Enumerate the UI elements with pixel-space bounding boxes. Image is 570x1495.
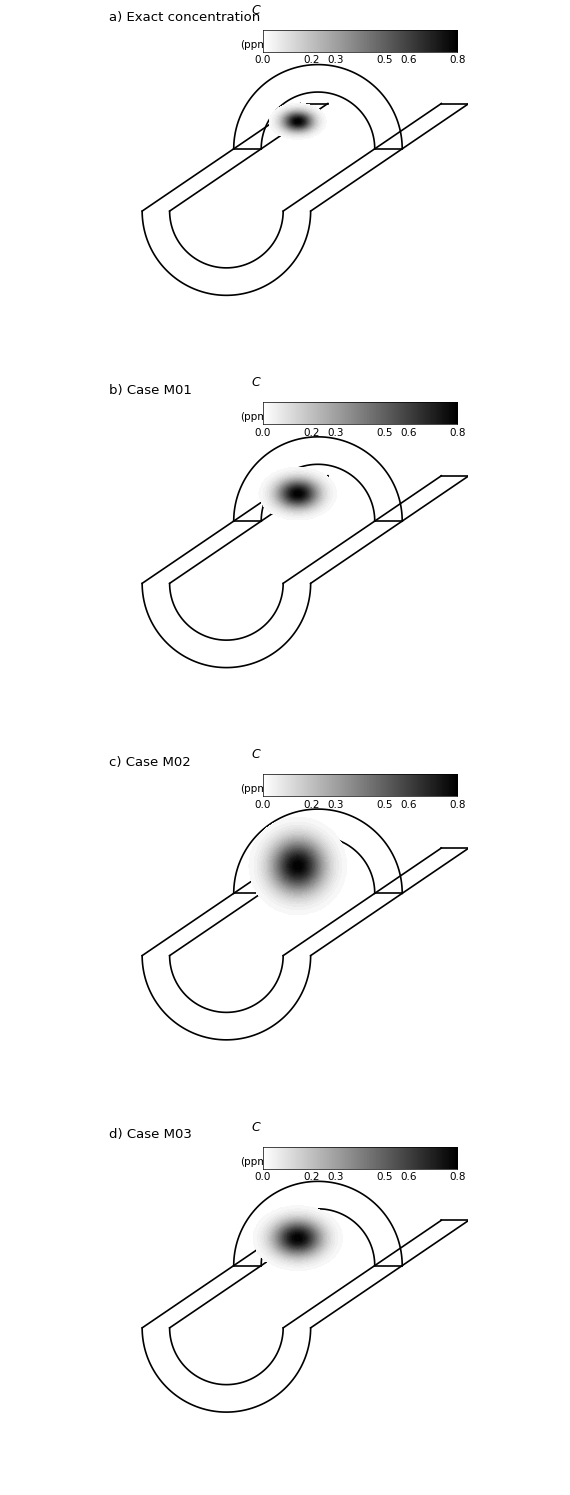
Text: a) Exact concentration: a) Exact concentration: [109, 12, 260, 24]
Text: 0.6: 0.6: [400, 55, 417, 66]
Text: 0.6: 0.6: [400, 1172, 417, 1183]
Text: 0.3: 0.3: [328, 1172, 344, 1183]
Text: 0.2: 0.2: [303, 428, 320, 438]
Text: C: C: [251, 4, 260, 16]
Text: 0.8: 0.8: [449, 428, 465, 438]
Text: 0.0: 0.0: [255, 55, 271, 66]
Text: 0.2: 0.2: [303, 1172, 320, 1183]
Text: 0.6: 0.6: [400, 428, 417, 438]
Text: c) Case M02: c) Case M02: [109, 756, 191, 768]
Text: 0.5: 0.5: [376, 55, 393, 66]
Text: 0.8: 0.8: [449, 55, 465, 66]
Text: 0.6: 0.6: [400, 800, 417, 810]
Text: 0.0: 0.0: [255, 428, 271, 438]
Text: 0.3: 0.3: [328, 55, 344, 66]
Text: C: C: [251, 1121, 260, 1133]
Text: 0.3: 0.3: [328, 800, 344, 810]
Text: (ppm): (ppm): [240, 40, 271, 49]
Text: d) Case M03: d) Case M03: [109, 1129, 192, 1141]
Text: 0.2: 0.2: [303, 800, 320, 810]
Text: 0.5: 0.5: [376, 428, 393, 438]
Text: 0.5: 0.5: [376, 1172, 393, 1183]
Text: 0.0: 0.0: [255, 800, 271, 810]
Text: C: C: [251, 749, 260, 761]
Text: 0.0: 0.0: [255, 1172, 271, 1183]
Text: 0.8: 0.8: [449, 800, 465, 810]
Text: 0.2: 0.2: [303, 55, 320, 66]
Text: 0.3: 0.3: [328, 428, 344, 438]
Text: C: C: [251, 377, 260, 389]
Text: (ppm): (ppm): [240, 785, 271, 794]
Text: (ppm): (ppm): [240, 1157, 271, 1166]
Text: 0.8: 0.8: [449, 1172, 465, 1183]
Text: (ppm): (ppm): [240, 413, 271, 422]
Text: b) Case M01: b) Case M01: [109, 384, 192, 396]
Text: 0.5: 0.5: [376, 800, 393, 810]
